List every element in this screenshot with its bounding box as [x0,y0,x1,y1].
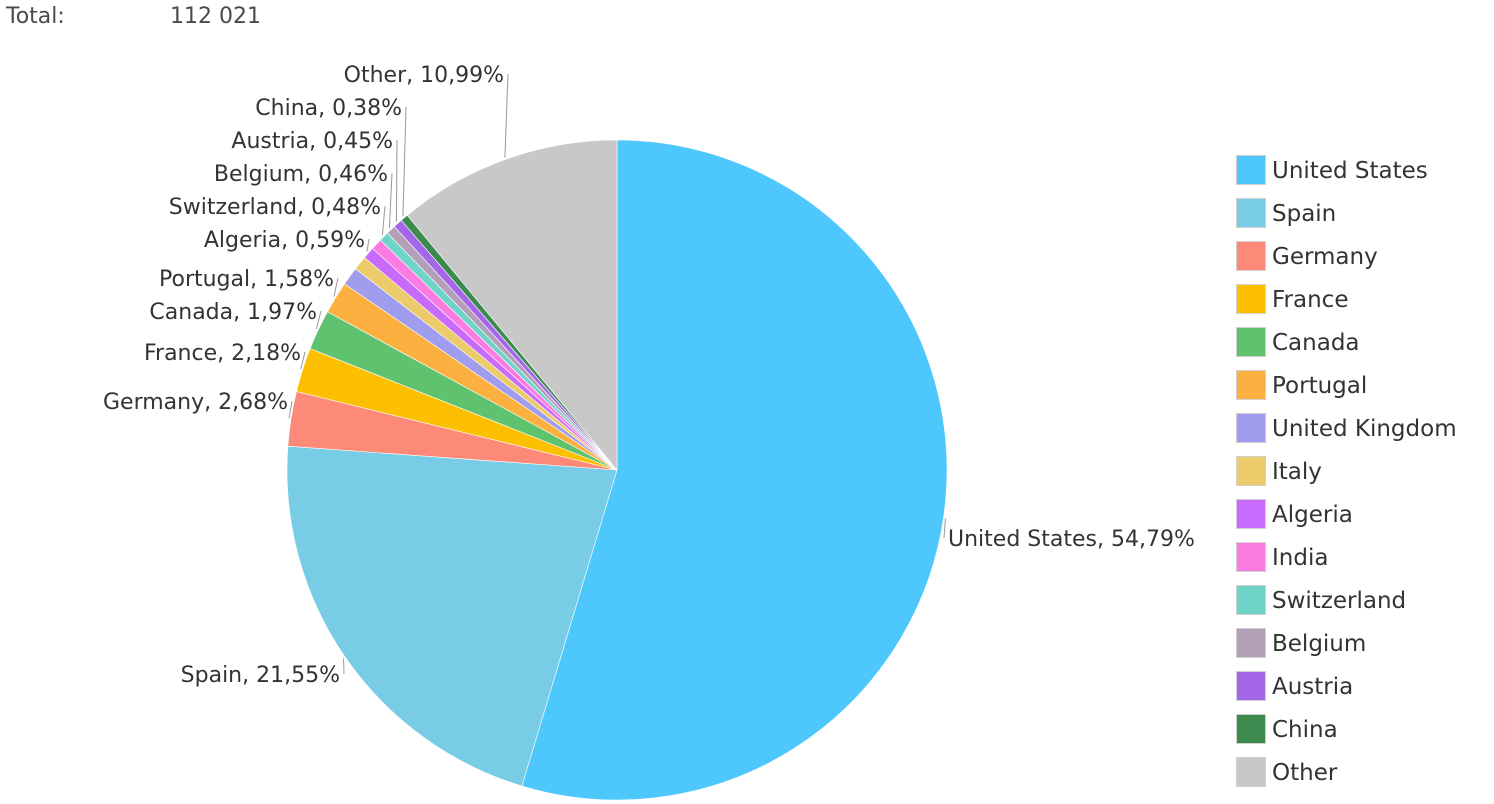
legend-label: Switzerland [1272,588,1407,614]
label-leader-lines [288,73,946,675]
legend-label: Italy [1272,459,1322,485]
slice-label-austria: Austria, 0,45% [231,129,393,154]
legend-label: India [1272,545,1329,571]
legend-label: United Kingdom [1272,416,1457,442]
slice-label-belgium: Belgium, 0,46% [214,162,388,187]
leader-line-switzerland [381,205,386,236]
slice-label-spain: Spain, 21,55% [181,663,340,688]
slice-label-portugal: Portugal, 1,58% [159,267,334,292]
leader-line-algeria [366,238,370,252]
legend-swatch [1236,456,1266,486]
legend-label: Portugal [1272,373,1368,399]
leader-line-portugal [333,277,339,297]
total-label: Total: [6,4,65,29]
legend-label: United States [1272,158,1428,184]
legend-swatch [1236,671,1266,701]
leader-line-france [300,351,306,370]
legend-swatch [1236,327,1266,357]
slice-label-united-states: United States, 54,79% [948,527,1195,552]
slice-label-germany: Germany, 2,68% [103,390,288,415]
legend-label: Austria [1272,674,1354,700]
legend-swatch [1236,542,1266,572]
slice-label-algeria: Algeria, 0,59% [204,228,365,253]
legend-swatch [1236,198,1266,228]
legend-swatch [1236,585,1266,615]
leader-line-canada [315,310,322,330]
legend-label: Other [1272,760,1338,786]
slice-label-switzerland: Switzerland, 0,48% [169,195,381,220]
legend-label: Algeria [1272,502,1353,528]
legend-label: Germany [1272,244,1378,270]
legend-label: China [1272,717,1338,743]
leader-line-china [402,106,407,217]
legend-label: Belgium [1272,631,1367,657]
legend-swatch [1236,241,1266,271]
slice-label-china: China, 0,38% [255,96,402,121]
slice-label-canada: Canada, 1,97% [149,300,317,325]
legend-swatch [1236,628,1266,658]
pie-slice-spain [286,445,618,787]
pie-slice-united-states [521,139,948,801]
legend-swatch [1236,155,1266,185]
legend-swatch [1236,413,1266,443]
legend-swatch [1236,714,1266,744]
legend-swatch [1236,370,1266,400]
pie-slices [286,139,948,801]
legend-label: Spain [1272,201,1337,227]
leader-line-austria [395,139,398,222]
legend-label: France [1272,287,1349,313]
leader-line-united-states [943,518,946,539]
legend-swatch [1236,284,1266,314]
legend-swatch [1236,757,1266,787]
leader-line-germany [288,400,293,419]
leader-line-belgium [388,172,393,229]
total-value: 112 021 [170,4,261,29]
slice-labels: United States, 54,79% Spain, 21,55% German… [103,63,1195,688]
leader-line-other [504,73,509,158]
legend-label: Canada [1272,330,1360,356]
slice-label-other: Other, 10,99% [344,63,504,88]
legend-swatch [1236,499,1266,529]
slice-label-france: France, 2,18% [144,341,301,366]
pie-slice-other [406,139,618,471]
